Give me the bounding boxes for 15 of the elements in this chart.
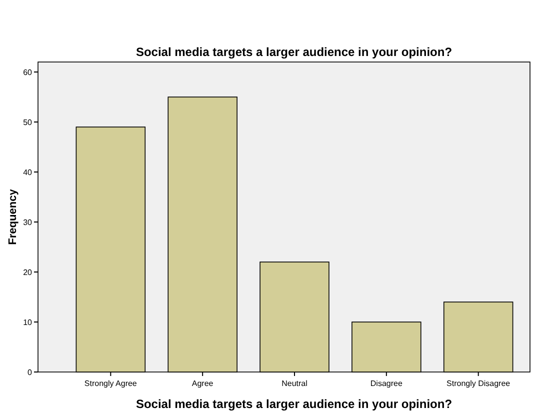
y-tick-label: 0	[28, 368, 33, 377]
y-tick-label: 60	[23, 68, 33, 77]
x-tick-label: Disagree	[370, 379, 403, 388]
chart-title: Social media targets a larger audience in your opinion?	[136, 45, 452, 59]
y-axis-title: Frequency	[7, 188, 19, 245]
x-tick-label: Strongly Agree	[84, 379, 138, 388]
y-tick-label: 40	[23, 168, 33, 177]
x-axis-title: Social media targets a larger audience in your opinion?	[136, 397, 452, 411]
y-tick-label: 50	[23, 118, 33, 127]
x-tick-label: Neutral	[282, 379, 308, 388]
y-tick-label: 20	[23, 268, 33, 277]
x-tick-label: Agree	[192, 379, 214, 388]
y-tick-label: 30	[23, 218, 33, 227]
y-tick-label: 10	[23, 318, 33, 327]
x-tick-label: Strongly Disagree	[446, 379, 511, 388]
